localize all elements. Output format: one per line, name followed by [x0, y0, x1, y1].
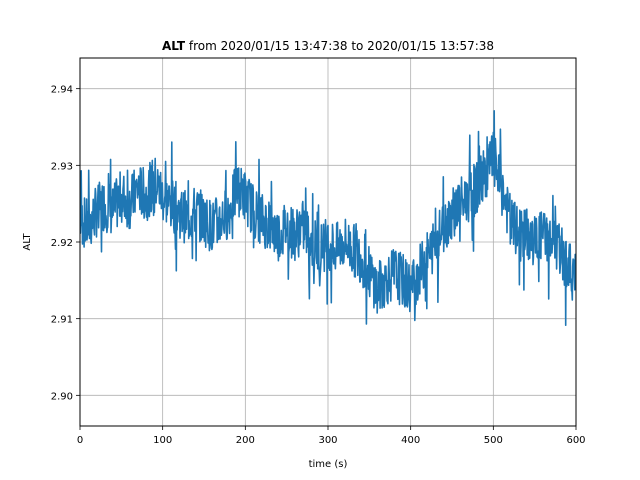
y-axis: 2.90 2.91 2.92 2.93 2.94 — [51, 85, 80, 402]
y-tick-label: 2.93 — [51, 161, 73, 172]
y-tick-label: 2.94 — [51, 85, 73, 96]
x-axis: 0 100 200 300 400 500 600 — [77, 426, 586, 446]
y-tick-label: 2.90 — [51, 391, 73, 402]
x-tick-label: 300 — [318, 435, 337, 446]
x-tick-label: 600 — [566, 435, 585, 446]
chart-title: ALT from 2020/01/15 13:47:38 to 2020/01/… — [162, 39, 494, 53]
y-tick-label: 2.91 — [51, 315, 73, 326]
y-tick-label: 2.92 — [51, 238, 73, 249]
x-tick-label: 200 — [236, 435, 255, 446]
x-tick-label: 500 — [484, 435, 503, 446]
x-tick-label: 400 — [401, 435, 420, 446]
grid — [79, 58, 577, 426]
chart-title-rest: from 2020/01/15 13:47:38 to 2020/01/15 1… — [185, 39, 494, 53]
x-axis-label: time (s) — [309, 459, 348, 470]
y-axis-label: ALT — [22, 233, 33, 251]
x-tick-label: 100 — [153, 435, 172, 446]
x-tick-label: 0 — [77, 435, 83, 446]
chart-title-bold: ALT — [162, 39, 186, 53]
data-line — [80, 110, 576, 326]
